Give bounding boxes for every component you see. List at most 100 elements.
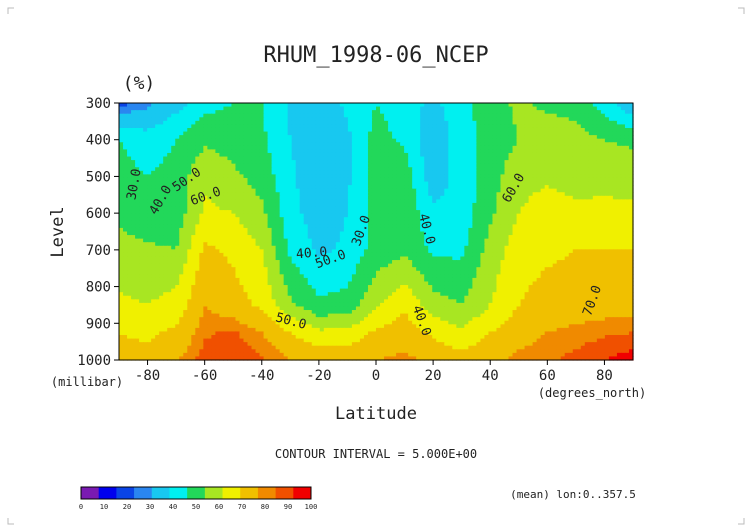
field-cell xyxy=(275,167,281,172)
field-cell xyxy=(139,206,144,211)
field-cell xyxy=(207,156,212,161)
field-cell xyxy=(195,170,200,175)
field-cell xyxy=(147,224,152,229)
field-cell xyxy=(440,117,445,122)
field-cell xyxy=(588,199,594,204)
field-cell xyxy=(608,167,614,172)
field-cell xyxy=(472,170,477,175)
field-cell xyxy=(359,177,365,183)
field-cell xyxy=(139,152,144,158)
field-cell xyxy=(584,149,590,154)
field-cell xyxy=(151,124,156,129)
field-cell xyxy=(452,131,457,136)
field-cell xyxy=(279,213,285,218)
field-cell xyxy=(223,220,229,225)
field-cell xyxy=(347,131,353,136)
field-cell xyxy=(191,120,196,126)
field-cell xyxy=(307,220,313,225)
field-cell xyxy=(524,192,530,197)
field-cell xyxy=(219,170,225,175)
field-cell xyxy=(203,235,208,240)
field-cell xyxy=(476,220,482,225)
field-cell xyxy=(404,110,409,115)
field-cell xyxy=(496,174,502,179)
field-cell xyxy=(171,231,176,236)
field-cell xyxy=(504,227,510,233)
field-cell xyxy=(604,202,610,208)
field-cell xyxy=(275,195,281,200)
field-cell xyxy=(351,113,357,118)
field-cell xyxy=(448,149,453,154)
field-cell xyxy=(560,135,566,140)
field-cell xyxy=(155,120,160,126)
field-cell xyxy=(460,170,465,175)
field-cell xyxy=(255,177,261,183)
field-cell xyxy=(480,177,486,183)
field-cell xyxy=(604,135,610,140)
field-cell xyxy=(231,138,237,143)
field-cell xyxy=(440,149,445,154)
field-cell xyxy=(263,142,269,147)
field-cell xyxy=(428,156,433,161)
field-cell xyxy=(159,238,164,243)
field-cell xyxy=(484,131,490,136)
field-cell xyxy=(307,170,313,175)
field-cell xyxy=(556,142,562,147)
field-cell xyxy=(243,227,249,233)
field-cell xyxy=(512,135,518,140)
field-cell xyxy=(440,103,445,108)
field-cell xyxy=(592,142,598,147)
field-cell xyxy=(191,110,196,115)
field-cell xyxy=(612,185,618,190)
field-cell xyxy=(219,124,225,129)
field-cell xyxy=(279,106,285,111)
field-cell xyxy=(223,185,229,190)
field-cell xyxy=(363,127,369,133)
field-cell xyxy=(143,138,148,143)
field-cell xyxy=(584,138,590,143)
field-cell xyxy=(580,199,586,204)
field-cell xyxy=(143,131,148,136)
field-cell xyxy=(183,120,188,126)
field-cell xyxy=(303,120,309,126)
field-cell xyxy=(179,127,184,133)
field-cell xyxy=(552,195,558,200)
field-cell xyxy=(512,220,518,225)
field-cell xyxy=(255,160,261,165)
field-cell xyxy=(432,170,437,175)
field-cell xyxy=(239,156,245,161)
field-cell xyxy=(227,110,233,115)
field-cell xyxy=(367,210,373,215)
field-cell xyxy=(207,227,212,233)
field-cell xyxy=(420,199,425,204)
field-cell xyxy=(279,185,285,190)
field-cell xyxy=(608,238,614,243)
field-cell xyxy=(468,213,473,218)
field-cell xyxy=(528,181,534,186)
field-cell xyxy=(351,188,357,193)
field-cell xyxy=(388,149,393,154)
field-cell xyxy=(303,103,309,108)
field-cell xyxy=(384,138,389,143)
field-cell xyxy=(191,106,196,111)
field-cell xyxy=(147,156,152,161)
field-cell xyxy=(572,181,578,186)
field-cell xyxy=(251,163,257,168)
field-cell xyxy=(516,174,522,179)
field-cell xyxy=(580,142,586,147)
field-cell xyxy=(428,174,433,179)
field-cell xyxy=(452,124,457,129)
field-cell xyxy=(420,220,425,225)
field-cell xyxy=(416,220,421,225)
field-cell xyxy=(376,217,381,222)
field-cell xyxy=(400,185,405,190)
field-cell xyxy=(444,131,449,136)
field-cell xyxy=(604,177,610,183)
field-cell xyxy=(536,199,542,204)
field-cell xyxy=(135,213,140,218)
field-cell xyxy=(219,120,225,126)
field-cell xyxy=(331,156,337,161)
field-cell xyxy=(339,142,345,147)
field-cell xyxy=(139,224,144,229)
field-cell xyxy=(544,127,550,133)
